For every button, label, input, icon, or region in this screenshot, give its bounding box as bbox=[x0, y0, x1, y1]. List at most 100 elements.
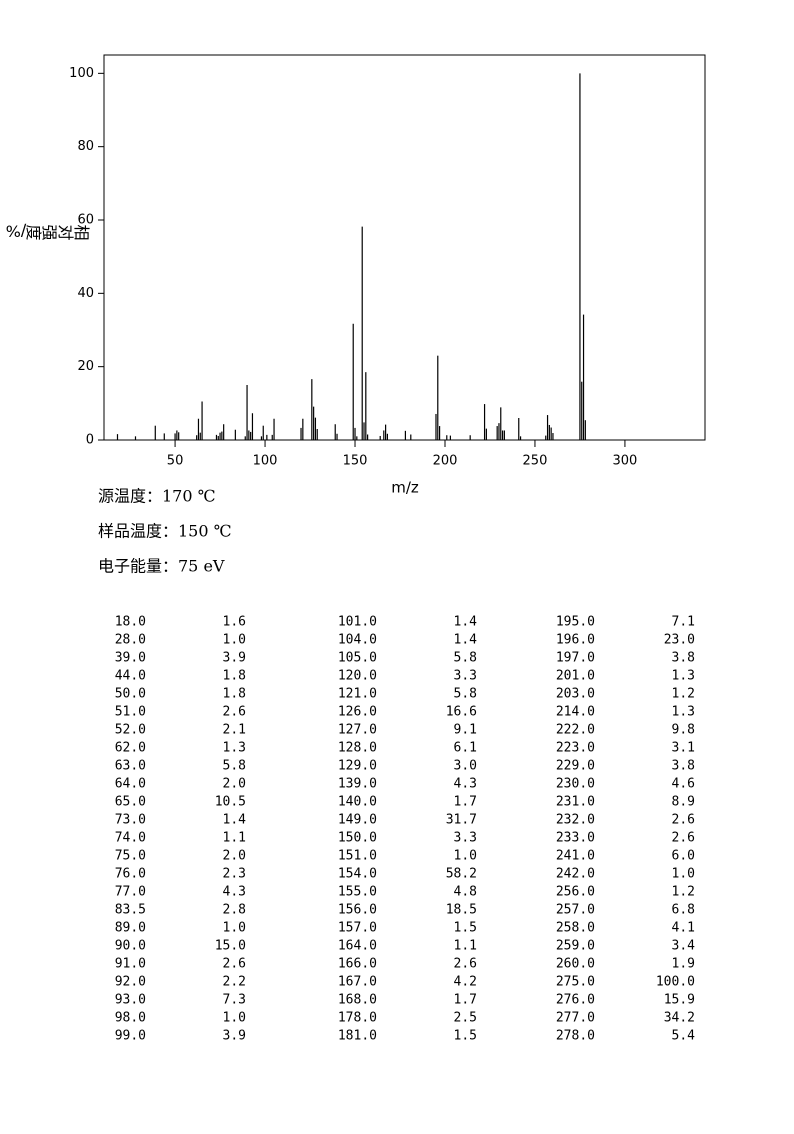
table-mz: 166.0 bbox=[338, 957, 377, 972]
x-tick-label: 200 bbox=[433, 454, 458, 469]
table-mz: 167.0 bbox=[338, 975, 377, 990]
table-mz: 76.0 bbox=[115, 867, 146, 882]
x-tick-label: 300 bbox=[613, 454, 638, 469]
table-mz: 18.0 bbox=[115, 615, 146, 630]
y-tick-label: 60 bbox=[77, 213, 94, 228]
table-intensity: 15.9 bbox=[664, 993, 695, 1008]
table-intensity: 1.5 bbox=[454, 921, 477, 936]
table-mz: 203.0 bbox=[556, 687, 595, 702]
y-tick-label: 0 bbox=[86, 433, 94, 448]
table-intensity: 3.9 bbox=[223, 1029, 246, 1044]
table-intensity: 3.0 bbox=[454, 759, 477, 774]
table-intensity: 1.7 bbox=[454, 795, 477, 810]
table-intensity: 2.3 bbox=[223, 867, 246, 882]
table-intensity: 3.9 bbox=[223, 651, 246, 666]
table-intensity: 1.0 bbox=[223, 633, 246, 648]
table-mz: 259.0 bbox=[556, 939, 595, 954]
table-mz: 128.0 bbox=[338, 741, 377, 756]
table-intensity: 23.0 bbox=[664, 633, 695, 648]
table-mz: 73.0 bbox=[115, 813, 146, 828]
table-intensity: 4.3 bbox=[454, 777, 477, 792]
table-intensity: 100.0 bbox=[656, 975, 695, 990]
table-mz: 231.0 bbox=[556, 795, 595, 810]
y-tick-label: 100 bbox=[69, 66, 94, 81]
plot-frame bbox=[103, 54, 706, 441]
table-intensity: 5.8 bbox=[454, 687, 477, 702]
table-intensity: 2.2 bbox=[223, 975, 246, 990]
table-mz: 156.0 bbox=[338, 903, 377, 918]
table-mz: 168.0 bbox=[338, 993, 377, 1008]
table-intensity: 1.0 bbox=[223, 1011, 246, 1026]
table-mz: 149.0 bbox=[338, 813, 377, 828]
table-mz: 260.0 bbox=[556, 957, 595, 972]
table-intensity: 1.1 bbox=[454, 939, 477, 954]
table-mz: 140.0 bbox=[338, 795, 377, 810]
table-intensity: 2.6 bbox=[223, 957, 246, 972]
table-mz: 39.0 bbox=[115, 651, 146, 666]
table-mz: 121.0 bbox=[338, 687, 377, 702]
table-intensity: 6.0 bbox=[672, 849, 695, 864]
table-intensity: 3.4 bbox=[672, 939, 696, 954]
table-intensity: 4.1 bbox=[672, 921, 695, 936]
table-mz: 196.0 bbox=[556, 633, 595, 648]
table-mz: 74.0 bbox=[115, 831, 146, 846]
table-intensity: 2.6 bbox=[672, 813, 695, 828]
table-mz: 129.0 bbox=[338, 759, 377, 774]
table-mz: 195.0 bbox=[556, 615, 595, 630]
table-mz: 126.0 bbox=[338, 705, 377, 720]
table-mz: 277.0 bbox=[556, 1011, 595, 1026]
table-mz: 63.0 bbox=[115, 759, 146, 774]
table-mz: 50.0 bbox=[115, 687, 146, 702]
table-mz: 223.0 bbox=[556, 741, 595, 756]
table-mz: 230.0 bbox=[556, 777, 595, 792]
table-mz: 256.0 bbox=[556, 885, 595, 900]
table-intensity: 3.3 bbox=[454, 831, 477, 846]
table-intensity: 9.1 bbox=[454, 723, 477, 738]
table-intensity: 1.8 bbox=[223, 669, 246, 684]
table-mz: 258.0 bbox=[556, 921, 595, 936]
y-axis-label: 相对强度/% bbox=[6, 222, 91, 241]
table-mz: 155.0 bbox=[338, 885, 377, 900]
table-intensity: 4.6 bbox=[672, 777, 695, 792]
table-mz: 241.0 bbox=[556, 849, 595, 864]
x-tick-label: 150 bbox=[343, 454, 368, 469]
table-mz: 120.0 bbox=[338, 669, 377, 684]
condition: 样品温度：150 ℃ bbox=[98, 522, 232, 541]
table-mz: 101.0 bbox=[338, 615, 377, 630]
table-mz: 75.0 bbox=[115, 849, 146, 864]
table-mz: 232.0 bbox=[556, 813, 595, 828]
table-intensity: 9.8 bbox=[672, 723, 695, 738]
table-intensity: 1.2 bbox=[672, 687, 695, 702]
table-mz: 154.0 bbox=[338, 867, 377, 882]
table-intensity: 16.6 bbox=[446, 705, 477, 720]
table-mz: 242.0 bbox=[556, 867, 595, 882]
table-intensity: 1.3 bbox=[672, 705, 695, 720]
table-mz: 181.0 bbox=[338, 1029, 377, 1044]
condition: 电子能量：75 eV bbox=[98, 557, 225, 576]
table-mz: 105.0 bbox=[338, 651, 377, 666]
table-mz: 233.0 bbox=[556, 831, 595, 846]
table-mz: 276.0 bbox=[556, 993, 595, 1008]
table-mz: 65.0 bbox=[115, 795, 146, 810]
table-mz: 275.0 bbox=[556, 975, 595, 990]
table-mz: 229.0 bbox=[556, 759, 595, 774]
table-intensity: 1.8 bbox=[223, 687, 246, 702]
table-mz: 164.0 bbox=[338, 939, 377, 954]
table-mz: 62.0 bbox=[115, 741, 146, 756]
table-intensity: 3.8 bbox=[672, 651, 695, 666]
x-tick-label: 50 bbox=[167, 454, 184, 469]
table-intensity: 5.8 bbox=[454, 651, 477, 666]
table-mz: 99.0 bbox=[115, 1029, 146, 1044]
condition: 源温度：170 ℃ bbox=[98, 487, 216, 506]
y-tick-label: 80 bbox=[77, 139, 94, 154]
table-mz: 127.0 bbox=[338, 723, 377, 738]
table-intensity: 2.8 bbox=[223, 903, 246, 918]
table-intensity: 31.7 bbox=[446, 813, 477, 828]
table-intensity: 1.1 bbox=[223, 831, 246, 846]
table-mz: 104.0 bbox=[338, 633, 377, 648]
table-intensity: 1.3 bbox=[223, 741, 246, 756]
table-mz: 51.0 bbox=[115, 705, 146, 720]
table-intensity: 3.8 bbox=[672, 759, 695, 774]
table-mz: 150.0 bbox=[338, 831, 377, 846]
table-intensity: 2.6 bbox=[454, 957, 477, 972]
